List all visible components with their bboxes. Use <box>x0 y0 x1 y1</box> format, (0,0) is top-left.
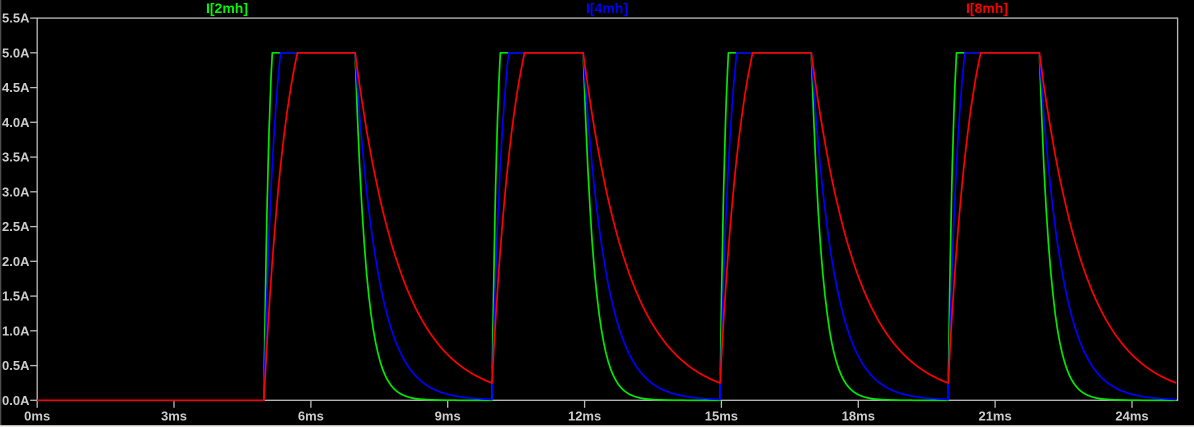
svg-text:4.0A: 4.0A <box>2 115 30 130</box>
svg-text:12ms: 12ms <box>568 409 601 424</box>
svg-text:3.5A: 3.5A <box>2 150 30 165</box>
svg-text:3ms: 3ms <box>161 409 187 424</box>
svg-text:0ms: 0ms <box>24 409 50 424</box>
svg-text:4.5A: 4.5A <box>2 80 30 95</box>
svg-text:18ms: 18ms <box>842 409 875 424</box>
svg-text:9ms: 9ms <box>435 409 461 424</box>
svg-text:I[4mh]: I[4mh] <box>586 0 628 16</box>
svg-text:I[8mh]: I[8mh] <box>966 0 1008 16</box>
svg-text:15ms: 15ms <box>705 409 738 424</box>
svg-text:0.5A: 0.5A <box>2 358 30 373</box>
svg-text:1.0A: 1.0A <box>2 323 30 338</box>
svg-text:24ms: 24ms <box>1115 409 1148 424</box>
svg-text:6ms: 6ms <box>298 409 324 424</box>
svg-text:I[2mh]: I[2mh] <box>206 0 248 16</box>
svg-text:5.5A: 5.5A <box>2 11 30 26</box>
svg-text:5.0A: 5.0A <box>2 45 30 60</box>
svg-text:2.0A: 2.0A <box>2 254 30 269</box>
svg-text:3.0A: 3.0A <box>2 184 30 199</box>
svg-text:1.5A: 1.5A <box>2 289 30 304</box>
svg-text:2.5A: 2.5A <box>2 219 30 234</box>
svg-text:21ms: 21ms <box>978 409 1011 424</box>
svg-text:0.0A: 0.0A <box>2 393 30 408</box>
